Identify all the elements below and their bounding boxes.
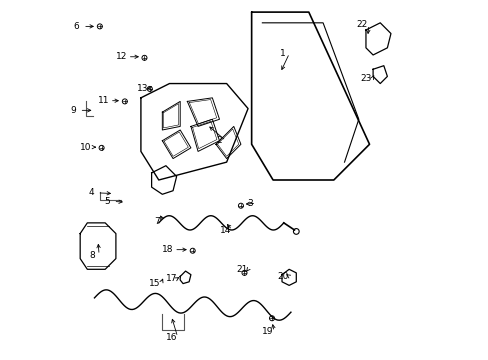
Text: 9: 9 — [70, 106, 76, 115]
Text: 11: 11 — [98, 96, 109, 105]
Text: 23: 23 — [360, 74, 371, 83]
Text: 21: 21 — [236, 265, 247, 274]
Text: 8: 8 — [90, 251, 95, 260]
Text: 5: 5 — [104, 197, 110, 206]
Text: 19: 19 — [262, 327, 273, 336]
Text: 1: 1 — [280, 49, 285, 58]
Text: 15: 15 — [148, 279, 160, 288]
Text: 13: 13 — [137, 84, 148, 93]
Text: 16: 16 — [165, 333, 177, 342]
Text: 20: 20 — [277, 272, 288, 281]
Text: 3: 3 — [246, 199, 252, 208]
Text: 10: 10 — [80, 143, 91, 152]
Text: 2: 2 — [216, 136, 222, 145]
Text: 6: 6 — [74, 22, 80, 31]
Text: 12: 12 — [115, 52, 127, 61]
Text: 17: 17 — [165, 274, 177, 283]
Text: 7: 7 — [154, 217, 160, 226]
Text: 22: 22 — [356, 20, 367, 29]
Text: 4: 4 — [88, 188, 94, 197]
Text: 18: 18 — [162, 245, 173, 254]
Text: 14: 14 — [220, 225, 231, 234]
